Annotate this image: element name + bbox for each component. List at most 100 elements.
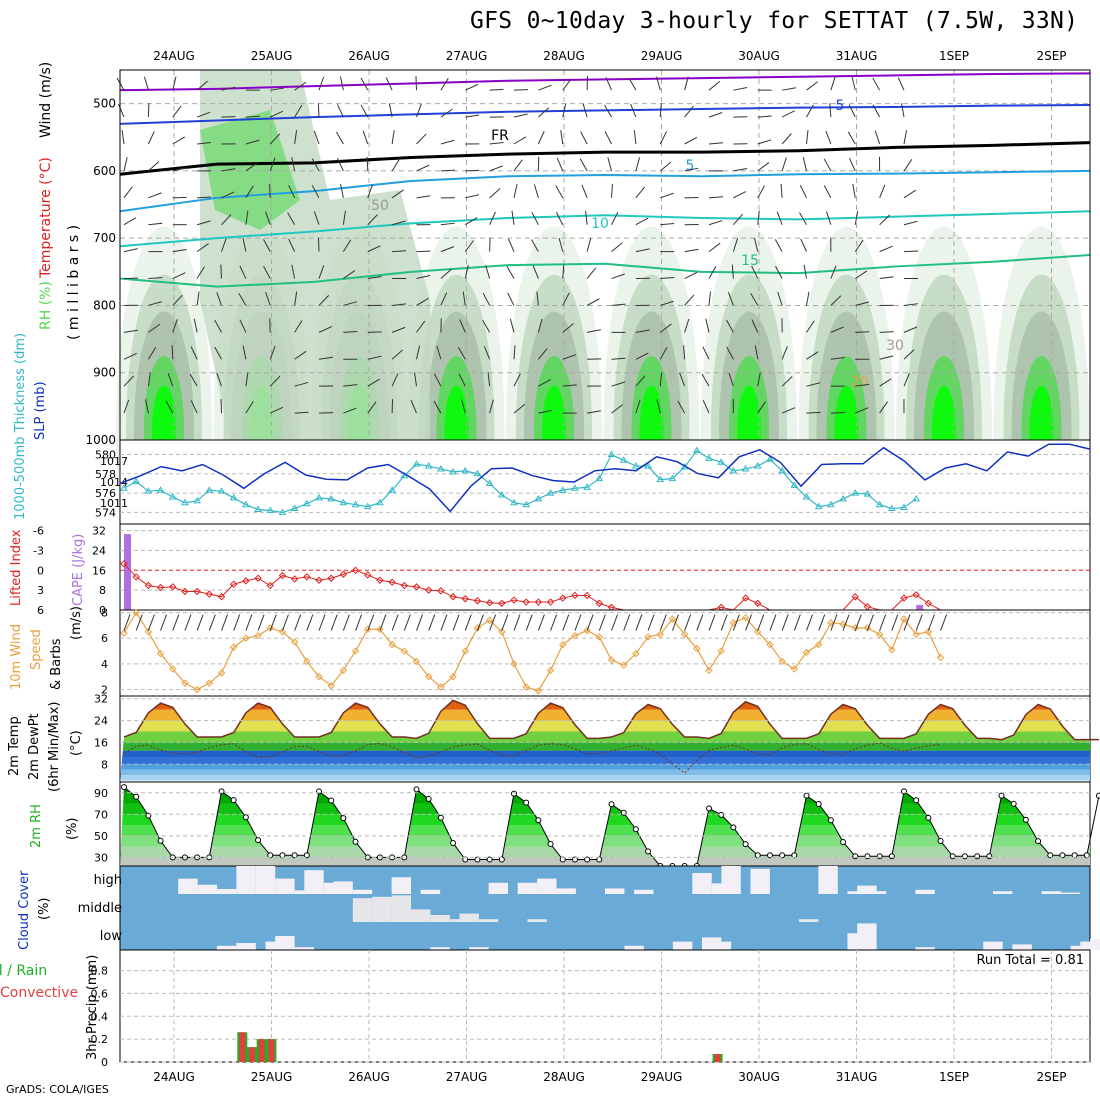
lifted-index-marker [376, 576, 384, 584]
ylabel-rh-1: 2m RH [29, 804, 44, 848]
cloud-bar [372, 896, 392, 922]
wind-barb [367, 614, 375, 631]
wind-barb [538, 409, 553, 414]
wind-barb [123, 614, 131, 631]
lifted-index-marker [254, 574, 262, 582]
thickness-marker [497, 491, 506, 498]
wind-barb [769, 614, 777, 631]
thickness-marker [863, 490, 872, 497]
wind-barb [823, 185, 832, 199]
wind-barb [440, 108, 453, 118]
wind-barb [336, 104, 344, 118]
wind-barb [659, 161, 672, 172]
axis-tick-label: 8 [101, 607, 108, 620]
wind-barb [216, 372, 222, 387]
wind-barb [656, 76, 661, 91]
wind-barb [587, 410, 602, 414]
wind-barb [336, 158, 344, 172]
wind-speed-marker [303, 657, 311, 666]
temp-band [120, 742, 1090, 751]
wind-barb [903, 250, 919, 253]
thickness-marker [376, 498, 384, 506]
wind-barb [903, 303, 918, 306]
wind-barb [604, 104, 612, 118]
wind-barb [660, 192, 674, 199]
wind-barb [269, 318, 271, 333]
wind-barb [879, 614, 887, 631]
wind-barb [391, 130, 395, 145]
wind-speed-marker [693, 644, 701, 653]
wind-barb [903, 326, 918, 333]
precip-convective-bar [268, 1039, 275, 1062]
axis-tick-label: 3 [37, 584, 44, 597]
wind-barb [872, 77, 881, 91]
wind-barb [531, 212, 539, 225]
cloud-bar [634, 889, 654, 894]
wind-barb [605, 77, 612, 91]
wind-barb [148, 323, 161, 333]
wind-barb [160, 614, 168, 631]
wind-barb [751, 319, 759, 333]
wind-barb [826, 211, 832, 225]
wind-barb [684, 271, 698, 279]
wind-barb [196, 291, 200, 306]
thickness-marker [156, 486, 165, 493]
ylabel-cloud-2: (%) [37, 898, 52, 921]
wind-barb [281, 614, 289, 631]
wind-speed-marker [169, 665, 177, 673]
date-label-top: 28AUG [543, 49, 585, 63]
wind-speed-marker [912, 630, 920, 639]
wind-barb [165, 400, 174, 414]
wind-barb [269, 375, 281, 387]
axis-tick-label: 24 [92, 544, 106, 557]
axis-tick-label: -3 [33, 544, 44, 557]
wind-speed-marker [522, 683, 530, 691]
wind-barb [733, 168, 748, 172]
wind-speed-marker [217, 669, 226, 677]
axis-tick-label: 50 [94, 830, 108, 843]
wind-barb [830, 76, 836, 91]
wind-barb [708, 142, 723, 145]
wind-speed-marker [632, 649, 640, 658]
wind-barb [464, 264, 469, 279]
cloud-level-label: high [94, 873, 122, 888]
wind-barb [757, 139, 772, 145]
cloud-bar [217, 888, 237, 894]
isotherm-label: 5 [686, 158, 695, 174]
axis-tick-label: 0.2 [91, 1033, 109, 1046]
rh-marker [571, 856, 578, 863]
precip-convective-bar [249, 1047, 255, 1062]
thickness-marker [339, 498, 348, 506]
precip-legend-convective: Convective [0, 985, 78, 1001]
wind-barb [416, 195, 431, 199]
wind-barb [208, 614, 216, 631]
wind-barb [294, 291, 298, 306]
cloud-bar [478, 919, 499, 922]
wind-barb [143, 76, 149, 91]
wind-barb [311, 158, 320, 172]
axis-tick-label: 600 [93, 164, 116, 178]
wind-barb [728, 372, 734, 387]
ylabel-rh: RH (%) [38, 281, 54, 330]
wind-barb [452, 614, 460, 631]
wind-barb [233, 614, 241, 631]
wind-barb [242, 345, 247, 360]
lifted-index-marker [485, 599, 494, 607]
wind-barb [123, 186, 133, 199]
wind-barb [391, 614, 399, 631]
cloud-bar [750, 868, 770, 894]
cloud-bar [537, 878, 557, 894]
wind-barb [611, 614, 618, 631]
wind-barb [874, 130, 881, 145]
wind-barb [903, 220, 918, 226]
thickness-marker [449, 467, 457, 475]
thickness-marker [571, 484, 579, 491]
wind-barb [684, 136, 698, 145]
wind-barb [537, 614, 545, 631]
cloud-level-label: middle [78, 901, 122, 916]
wind-barb [684, 167, 699, 172]
thickness-marker [254, 505, 262, 513]
cloud-bar [556, 888, 576, 894]
wind-barb [635, 217, 649, 226]
wind-barb [220, 399, 222, 414]
